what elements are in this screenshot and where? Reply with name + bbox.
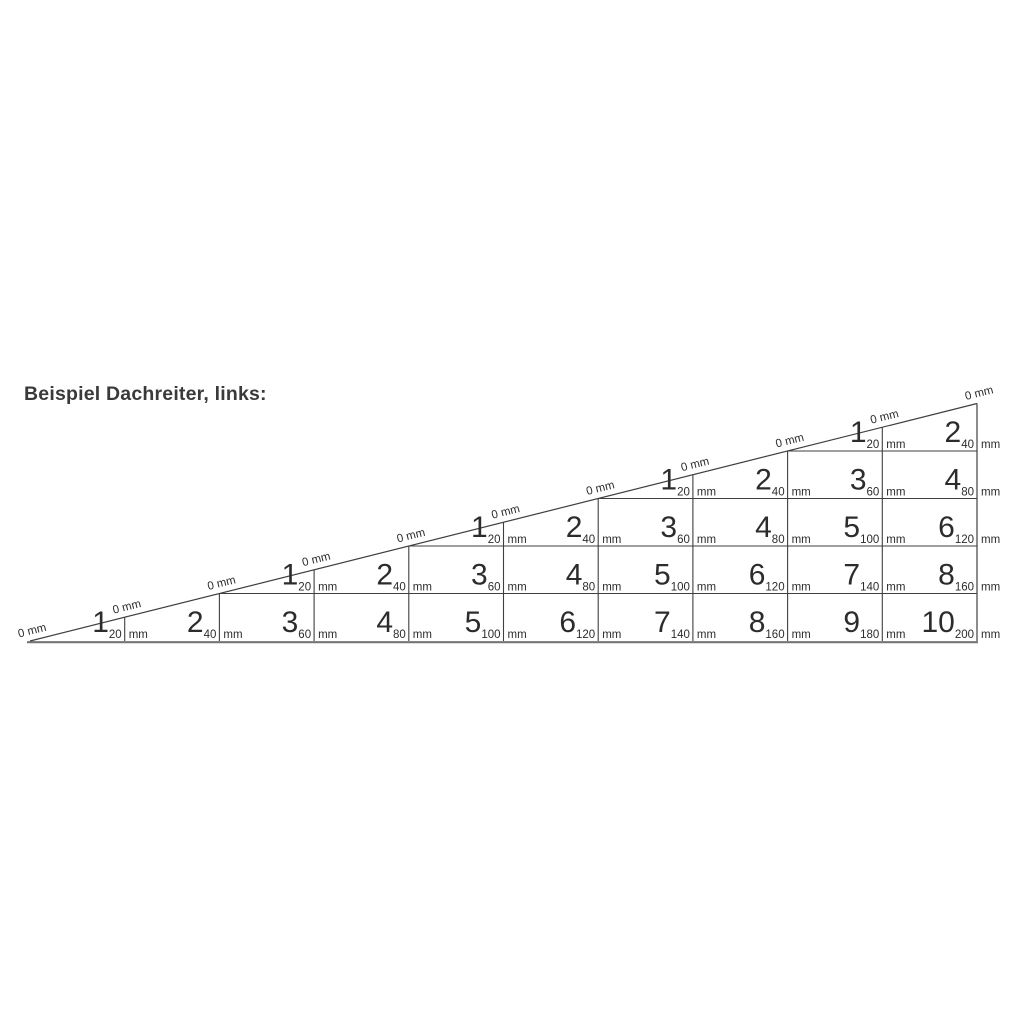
cell-value: 5100 bbox=[654, 559, 690, 594]
cell-value: 5100 bbox=[465, 606, 501, 641]
zero-label: 0 mm bbox=[964, 384, 995, 403]
cell-value: 240 bbox=[566, 511, 595, 546]
cell-value: 6120 bbox=[749, 559, 785, 594]
cell-value: 240 bbox=[376, 559, 405, 594]
cell-value: 120 bbox=[92, 606, 121, 641]
cell-value: 360 bbox=[471, 559, 500, 594]
unit-label: mm bbox=[318, 629, 337, 641]
cell-value: 360 bbox=[282, 606, 311, 641]
unit-label: mm bbox=[602, 534, 621, 546]
unit-label: mm bbox=[886, 629, 905, 641]
unit-label: mm bbox=[318, 582, 337, 594]
cell-value: 8160 bbox=[749, 606, 785, 641]
cell-value: 7140 bbox=[843, 559, 879, 594]
cell-value: 360 bbox=[850, 464, 879, 499]
unit-label: mm bbox=[697, 534, 716, 546]
page-title: Beispiel Dachreiter, links: bbox=[24, 383, 267, 405]
unit-label: mm bbox=[981, 487, 1000, 499]
unit-label: mm bbox=[981, 582, 1000, 594]
unit-label: mm bbox=[697, 487, 716, 499]
cell-value: 10200 bbox=[921, 606, 974, 641]
cell-value: 120 bbox=[282, 559, 311, 594]
unit-label: mm bbox=[792, 534, 811, 546]
unit-label: mm bbox=[981, 534, 1000, 546]
unit-label: mm bbox=[792, 629, 811, 641]
unit-label: mm bbox=[886, 439, 905, 451]
unit-label: mm bbox=[602, 629, 621, 641]
unit-label: mm bbox=[129, 629, 148, 641]
cell-value: 480 bbox=[566, 559, 595, 594]
unit-label: mm bbox=[602, 582, 621, 594]
unit-label: mm bbox=[886, 534, 905, 546]
cell-value: 7140 bbox=[654, 606, 690, 641]
unit-label: mm bbox=[508, 629, 527, 641]
unit-label: mm bbox=[508, 582, 527, 594]
cell-value: 8160 bbox=[938, 559, 974, 594]
unit-label: mm bbox=[792, 582, 811, 594]
unit-label: mm bbox=[697, 629, 716, 641]
unit-label: mm bbox=[223, 629, 242, 641]
cell-value: 120 bbox=[850, 416, 879, 451]
unit-label: mm bbox=[886, 582, 905, 594]
cell-value: 480 bbox=[945, 464, 974, 499]
cell-value: 360 bbox=[660, 511, 689, 546]
unit-label: mm bbox=[697, 582, 716, 594]
cell-value: 480 bbox=[376, 606, 405, 641]
unit-label: mm bbox=[886, 487, 905, 499]
cell-value: 6120 bbox=[559, 606, 595, 641]
unit-label: mm bbox=[981, 439, 1000, 451]
cell-value: 120 bbox=[660, 464, 689, 499]
cell-value: 120 bbox=[471, 511, 500, 546]
cell-value: 6120 bbox=[938, 511, 974, 546]
unit-label: mm bbox=[508, 534, 527, 546]
cell-value: 240 bbox=[755, 464, 784, 499]
unit-label: mm bbox=[981, 629, 1000, 641]
unit-label: mm bbox=[413, 629, 432, 641]
unit-label: mm bbox=[792, 487, 811, 499]
cell-value: 480 bbox=[755, 511, 784, 546]
cell-value: 240 bbox=[945, 416, 974, 451]
cell-value: 240 bbox=[187, 606, 216, 641]
unit-label: mm bbox=[413, 582, 432, 594]
cell-value: 9180 bbox=[843, 606, 879, 641]
cell-value: 5100 bbox=[843, 511, 879, 546]
